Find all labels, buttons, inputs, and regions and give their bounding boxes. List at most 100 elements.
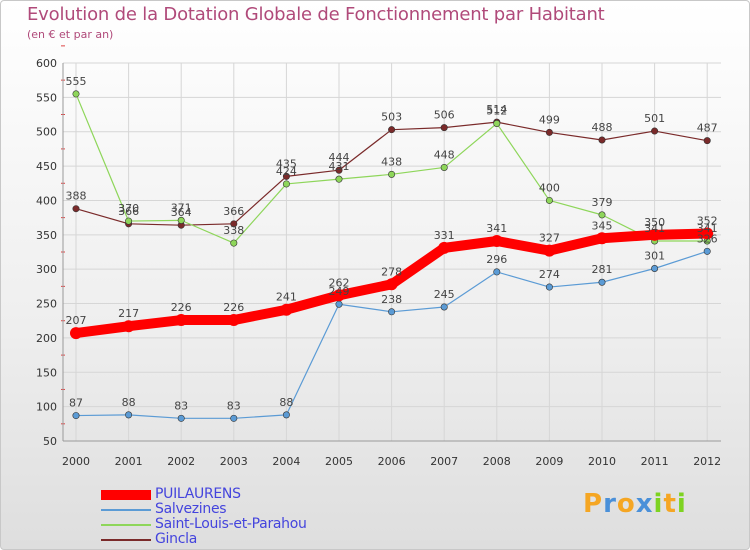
data-label: 87 xyxy=(69,397,83,410)
data-label: 350 xyxy=(644,216,665,229)
data-point xyxy=(490,235,503,248)
data-label: 352 xyxy=(697,214,718,227)
data-point xyxy=(385,278,398,291)
data-label: 555 xyxy=(66,75,87,88)
y-tick-label: 300 xyxy=(36,263,57,276)
data-point xyxy=(703,247,711,255)
data-point xyxy=(598,211,606,219)
data-label: 331 xyxy=(434,229,455,242)
data-label: 370 xyxy=(118,202,139,215)
chart-title: Evolution de la Dotation Globale de Fonc… xyxy=(27,4,605,25)
legend-swatch xyxy=(101,509,151,511)
data-point xyxy=(440,163,448,171)
data-label: 241 xyxy=(276,291,297,304)
data-point xyxy=(282,180,290,188)
data-point xyxy=(335,175,343,183)
data-point xyxy=(282,172,290,180)
legend-label: Gincla xyxy=(155,531,197,547)
data-label: 444 xyxy=(329,151,350,164)
data-point xyxy=(703,137,711,145)
data-label: 278 xyxy=(381,265,402,278)
data-label: 301 xyxy=(644,249,665,262)
data-point xyxy=(701,227,714,240)
data-point xyxy=(333,289,345,302)
logo-letter: r xyxy=(603,489,617,519)
x-tick-label: 2004 xyxy=(272,455,300,468)
x-tick-label: 2008 xyxy=(483,455,511,468)
data-label: 83 xyxy=(174,399,188,412)
data-point xyxy=(545,283,553,291)
data-point xyxy=(230,220,238,228)
x-tick-label: 2011 xyxy=(641,455,669,468)
data-label: 499 xyxy=(539,113,560,126)
y-tick-label: 150 xyxy=(36,366,57,379)
data-label: 371 xyxy=(171,201,192,214)
logo-letter: t xyxy=(663,489,677,519)
data-label: 501 xyxy=(644,112,665,125)
data-label: 238 xyxy=(381,293,402,306)
logo-letter: x xyxy=(635,489,654,519)
x-tick-label: 2002 xyxy=(167,455,195,468)
data-point xyxy=(598,136,606,144)
y-tick-label: 400 xyxy=(36,194,57,207)
data-label: 83 xyxy=(227,399,241,412)
y-tick-label: 500 xyxy=(36,126,57,139)
data-point xyxy=(545,196,553,204)
data-label: 217 xyxy=(118,307,139,320)
data-point xyxy=(125,217,133,225)
data-label: 503 xyxy=(381,111,402,124)
data-label: 366 xyxy=(223,205,244,218)
logo-letter: i xyxy=(653,489,664,519)
x-tick-label: 2000 xyxy=(62,455,90,468)
data-point xyxy=(493,119,501,127)
data-point xyxy=(72,90,80,98)
data-label: 487 xyxy=(697,122,718,135)
data-label: 326 xyxy=(697,232,718,245)
y-tick-label: 550 xyxy=(36,91,57,104)
data-point xyxy=(230,414,238,422)
data-label: 345 xyxy=(592,219,613,232)
data-label: 435 xyxy=(276,157,297,170)
data-label: 249 xyxy=(329,285,350,298)
data-point xyxy=(72,412,80,420)
data-label: 514 xyxy=(486,103,507,116)
data-point xyxy=(227,314,240,327)
data-point xyxy=(388,308,396,316)
data-point xyxy=(230,239,238,247)
data-point xyxy=(388,170,396,178)
data-label: 341 xyxy=(486,222,507,235)
data-label: 488 xyxy=(592,121,613,134)
data-point xyxy=(596,232,608,245)
data-point xyxy=(122,320,135,333)
data-label: 438 xyxy=(381,155,402,168)
data-label: 88 xyxy=(122,396,136,409)
data-label: 327 xyxy=(539,232,560,245)
data-point xyxy=(280,303,293,316)
logo-letter: o xyxy=(616,489,636,519)
data-point xyxy=(335,300,343,308)
x-tick-label: 2010 xyxy=(588,455,616,468)
data-label: 366 xyxy=(118,205,139,218)
legend-swatch xyxy=(101,490,151,500)
data-label: 88 xyxy=(279,396,293,409)
data-label: 341 xyxy=(644,222,665,235)
data-label: 448 xyxy=(434,148,455,161)
legend-swatch xyxy=(101,539,151,541)
data-point xyxy=(598,278,606,286)
data-point xyxy=(177,216,185,224)
data-label: 379 xyxy=(592,196,613,209)
logo-letter: P xyxy=(583,489,604,519)
legend-label: Saint-Louis-et-Parahou xyxy=(155,516,307,532)
data-label: 506 xyxy=(434,109,455,122)
legend-label: PUILAURENS xyxy=(155,486,241,502)
data-point xyxy=(177,414,185,422)
data-label: 364 xyxy=(171,206,192,219)
data-point xyxy=(493,268,501,276)
data-label: 226 xyxy=(223,301,244,314)
data-label: 226 xyxy=(171,301,192,314)
data-point xyxy=(648,228,661,241)
proxiti-logo: Proxiti xyxy=(583,489,687,519)
x-tick-label: 2012 xyxy=(693,455,721,468)
data-point xyxy=(70,327,82,340)
